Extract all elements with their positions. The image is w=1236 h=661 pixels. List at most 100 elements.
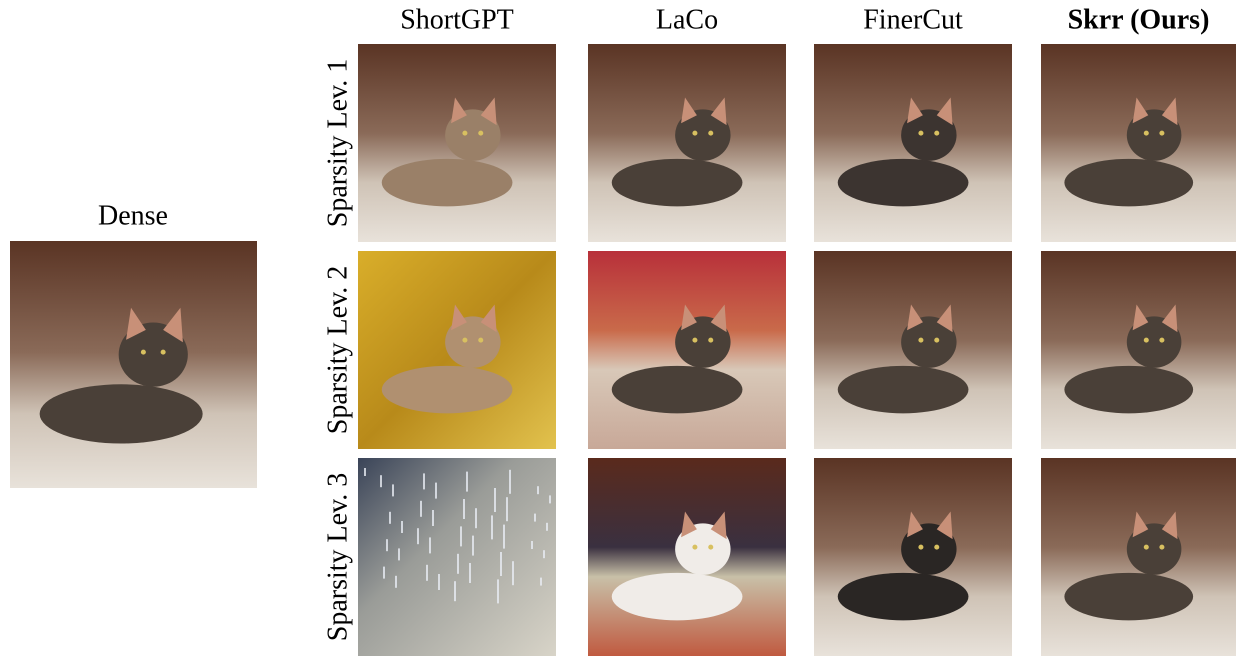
cat-ear — [451, 97, 467, 124]
noise-streak — [438, 574, 440, 590]
cat-body — [1064, 365, 1194, 414]
cat-ear — [710, 304, 727, 333]
cat-ear — [1161, 97, 1178, 126]
noise-streak — [460, 526, 462, 547]
cat-ear — [1132, 97, 1149, 124]
noise-streak — [506, 497, 508, 522]
cat-eye — [1143, 130, 1149, 136]
noise-streak — [472, 535, 474, 556]
noise-streak — [389, 511, 391, 524]
cat-eye — [478, 130, 484, 136]
noise-streak — [417, 528, 419, 545]
cat-ear — [480, 97, 497, 126]
cat-eye — [462, 337, 468, 343]
cat-head — [675, 316, 731, 368]
image — [588, 458, 786, 656]
cat-ear — [936, 511, 953, 540]
noise-streak — [398, 548, 400, 561]
noise-streak — [435, 482, 437, 499]
image — [588, 251, 786, 449]
cat-body — [381, 158, 513, 207]
noise-streak — [423, 473, 425, 490]
cat-eye — [1143, 544, 1149, 550]
cat-eye — [692, 544, 698, 550]
cat-eye — [708, 337, 714, 343]
noise-streak — [512, 561, 514, 586]
image — [1041, 251, 1236, 449]
cat-ear — [163, 307, 183, 343]
noise-streak — [395, 575, 397, 588]
image — [814, 458, 1012, 656]
cat-head — [1126, 109, 1182, 161]
cat-body — [39, 384, 203, 444]
column-header: FinerCut — [863, 4, 963, 35]
cat-head — [445, 109, 501, 161]
cat-body — [611, 158, 743, 207]
noise-streak — [537, 486, 539, 495]
cat-eye — [478, 337, 484, 343]
cat-eye — [708, 130, 714, 136]
noise-streak — [420, 500, 422, 517]
noise-streak — [401, 521, 403, 533]
image — [358, 458, 556, 656]
cat-head — [901, 523, 957, 575]
noise-streak — [475, 508, 477, 529]
cat-ear — [907, 511, 923, 538]
noise-streak — [497, 579, 499, 604]
cat-ear — [936, 304, 953, 333]
noise-streak — [546, 522, 548, 531]
row-label: Sparsity Lev. 3 — [322, 473, 353, 642]
cat-body — [1064, 158, 1194, 207]
cat-ear — [1132, 304, 1149, 331]
cat-ear — [1161, 304, 1178, 333]
image — [10, 241, 257, 488]
image — [1041, 458, 1236, 656]
cat-eye — [934, 130, 940, 136]
cat-eye — [160, 349, 166, 355]
cat-ear — [681, 304, 697, 331]
cat-ear — [710, 97, 727, 126]
noise-streak — [386, 539, 388, 552]
image — [814, 44, 1012, 242]
cat-ear — [710, 511, 727, 540]
cat-eye — [1159, 130, 1165, 136]
cat-head — [445, 316, 501, 368]
cat-eye — [708, 544, 714, 550]
cat-head — [901, 316, 957, 368]
row-label: Sparsity Lev. 2 — [322, 266, 353, 435]
noise-streak — [454, 581, 456, 602]
noise-streak — [429, 537, 431, 554]
noise-streak — [364, 468, 366, 476]
cat-ear — [1132, 511, 1149, 538]
cat-head — [1126, 316, 1182, 368]
cat-eye — [462, 130, 468, 136]
dense-label: Dense — [98, 200, 168, 231]
cat-ear — [681, 97, 697, 124]
noise-streak — [383, 566, 385, 579]
cat-eye — [934, 337, 940, 343]
noise-streak — [509, 469, 511, 494]
cat-eye — [692, 337, 698, 343]
cat-body — [611, 572, 743, 621]
cat-ear — [907, 97, 923, 124]
image — [358, 44, 556, 242]
column-header: ShortGPT — [400, 4, 514, 35]
cat-eye — [918, 544, 924, 550]
image — [358, 251, 556, 449]
noise-streak — [392, 484, 394, 497]
cat-ear — [936, 97, 953, 126]
noise-streak — [463, 499, 465, 519]
noise-streak — [426, 564, 428, 581]
cat-ear — [480, 304, 497, 333]
cat-head — [1126, 523, 1182, 575]
noise-streak — [469, 563, 471, 583]
noise-streak — [531, 541, 533, 549]
column-header: LaCo — [656, 4, 718, 35]
noise-streak — [494, 488, 496, 512]
cat-eye — [918, 130, 924, 136]
cat-ear — [126, 307, 146, 340]
noise-streak — [543, 550, 545, 559]
cat-body — [381, 365, 513, 414]
